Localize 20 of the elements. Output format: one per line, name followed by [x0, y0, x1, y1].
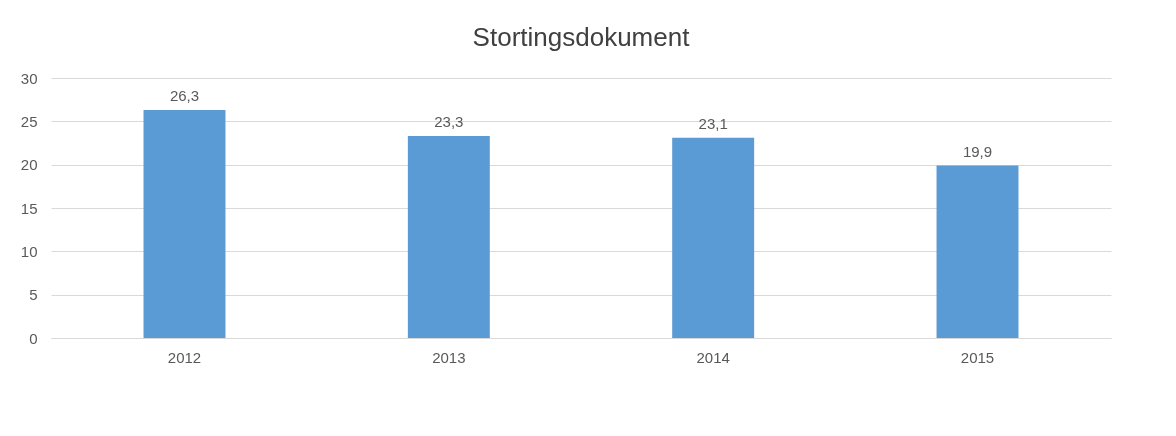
data-label: 23,3	[434, 113, 464, 131]
y-tick-label: 20	[20, 156, 38, 174]
x-tick-label: 2015	[960, 348, 995, 366]
bar	[407, 136, 490, 338]
bar	[143, 110, 226, 338]
data-label: 23,1	[698, 114, 728, 132]
data-label: 26,3	[169, 87, 200, 105]
y-tick-label: 5	[29, 286, 38, 304]
y-tick-label: 30	[20, 69, 38, 87]
y-tick-label: 0	[29, 329, 38, 347]
bar	[672, 137, 755, 338]
x-tick-label: 2013	[432, 348, 466, 366]
y-tick-label: 10	[20, 242, 38, 260]
y-tick-label: 15	[20, 199, 38, 217]
chart-title: Stortingsdokument	[472, 22, 691, 52]
y-tick-label: 25	[20, 112, 38, 130]
bar	[936, 165, 1019, 338]
data-label: 19,9	[962, 142, 993, 160]
x-tick-label: 2014	[696, 348, 730, 366]
x-tick-label: 2012	[167, 348, 202, 366]
